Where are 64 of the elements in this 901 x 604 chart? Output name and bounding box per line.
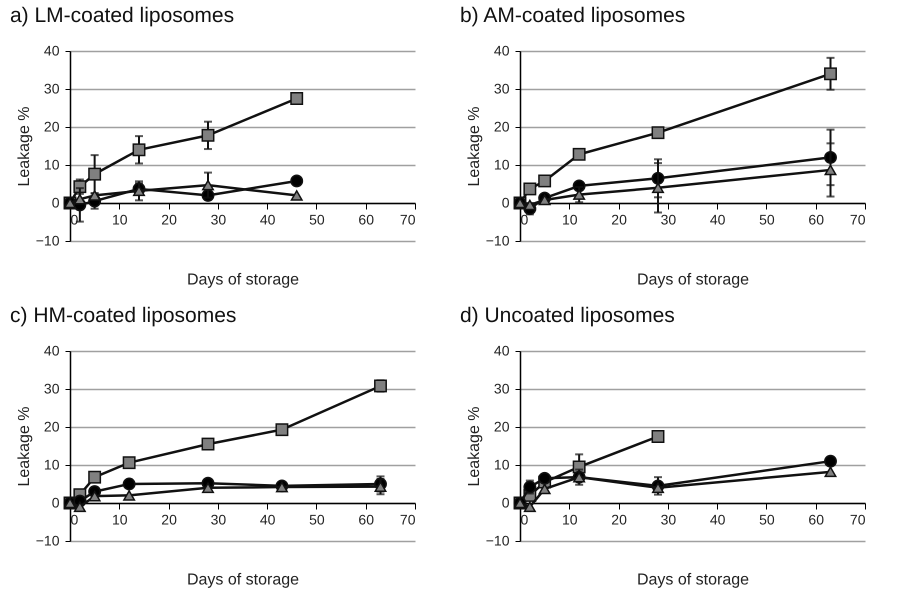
- y-tick-label: 40: [494, 342, 510, 358]
- y-tick-label: 40: [44, 342, 60, 358]
- y-tick-label: 10: [494, 156, 510, 172]
- x-tick-label: 50: [759, 512, 775, 528]
- y-tick-label: 0: [52, 194, 60, 210]
- x-tick-label: 10: [112, 512, 128, 528]
- chart-title: a) LM-coated liposomes: [10, 4, 234, 27]
- x-axis-title: Days of storage: [186, 272, 300, 288]
- y-tick-label: 40: [44, 42, 60, 58]
- x-tick-label: 20: [161, 512, 178, 528]
- chart-title: d) Uncoated liposomes: [460, 304, 675, 327]
- x-tick-label: 10: [562, 512, 578, 528]
- y-tick-label: 20: [44, 118, 60, 134]
- x-tick-label: 70: [400, 212, 416, 228]
- y-axis-title: Leakage %: [16, 406, 33, 487]
- x-tick-label: 60: [358, 512, 374, 528]
- chart-title: b) AM-coated liposomes: [460, 4, 686, 27]
- x-tick-label: 60: [808, 212, 824, 228]
- y-axis-title: Leakage %: [16, 106, 33, 187]
- x-tick-label: 20: [161, 212, 178, 228]
- x-tick-label: 30: [210, 512, 226, 528]
- x-tick-label: 30: [210, 212, 226, 228]
- x-tick-label: 50: [759, 212, 775, 228]
- x-tick-label: 30: [660, 212, 676, 228]
- x-tick-label: 50: [309, 512, 325, 528]
- y-tick-label: 0: [502, 194, 510, 210]
- x-axis-title: Days of storage: [636, 272, 750, 288]
- x-tick-label: 40: [260, 512, 276, 528]
- x-tick-label: 30: [660, 512, 676, 528]
- y-tick-label: 20: [44, 418, 60, 434]
- y-tick-label: 30: [44, 380, 60, 396]
- x-tick-label: 50: [309, 212, 325, 228]
- y-axis-title: Leakage %: [466, 406, 483, 487]
- x-axis-title: Days of storage: [636, 572, 750, 588]
- x-axis-title: Days of storage: [186, 572, 300, 588]
- y-tick-label: −10: [486, 532, 510, 548]
- y-tick-label: 10: [44, 156, 60, 172]
- y-tick-label: 30: [494, 80, 510, 96]
- y-tick-label: 0: [52, 494, 60, 510]
- x-tick-label: 40: [260, 212, 276, 228]
- y-axis-title: Leakage %: [466, 106, 483, 187]
- x-tick-label: 20: [611, 212, 628, 228]
- y-tick-label: 10: [44, 456, 60, 472]
- y-tick-label: −10: [36, 532, 60, 548]
- x-tick-label: 70: [850, 212, 866, 228]
- x-tick-label: 40: [710, 212, 726, 228]
- chart-title: c) HM-coated liposomes: [10, 304, 236, 327]
- y-tick-label: 20: [494, 418, 510, 434]
- x-tick-label: 40: [710, 512, 726, 528]
- x-tick-label: 60: [808, 512, 824, 528]
- y-tick-label: 30: [44, 80, 60, 96]
- y-tick-label: 30: [494, 380, 510, 396]
- x-tick-label: 10: [562, 212, 578, 228]
- y-tick-label: 20: [494, 118, 510, 134]
- x-tick-label: 70: [400, 512, 416, 528]
- x-tick-label: 60: [358, 212, 374, 228]
- y-tick-label: 10: [494, 456, 510, 472]
- y-tick-label: 40: [494, 42, 510, 58]
- x-tick-label: 20: [611, 512, 628, 528]
- y-tick-label: 0: [502, 494, 510, 510]
- y-tick-label: −10: [36, 232, 60, 248]
- x-tick-label: 10: [112, 212, 128, 228]
- x-tick-label: 70: [850, 512, 866, 528]
- y-tick-label: −10: [486, 232, 510, 248]
